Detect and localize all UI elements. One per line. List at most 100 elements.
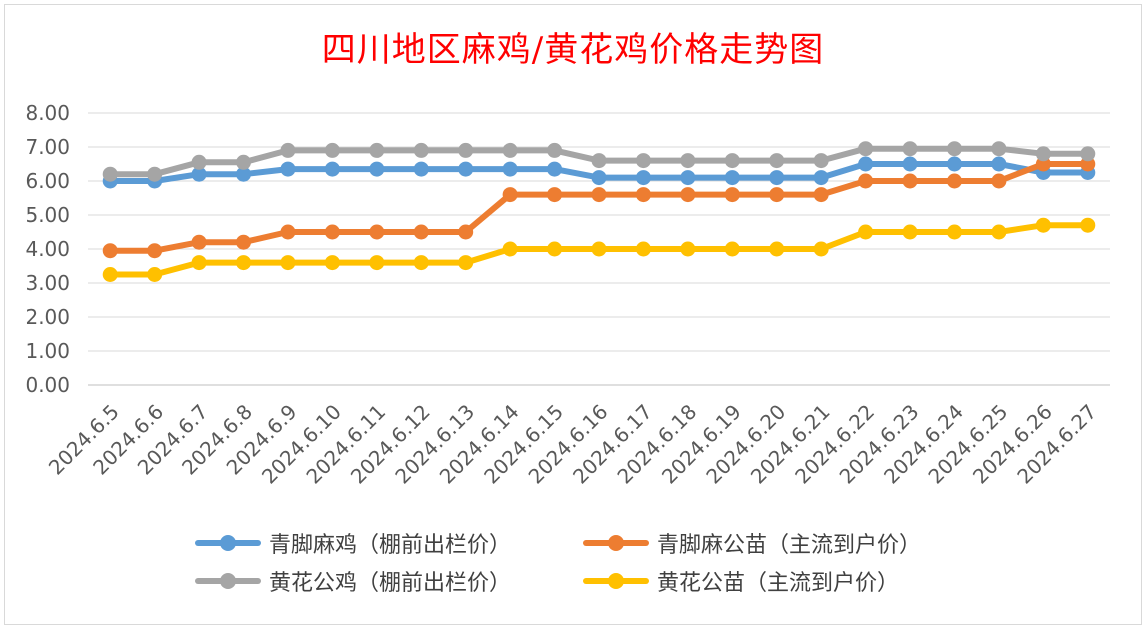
- data-point: [458, 161, 474, 177]
- data-point: [236, 154, 252, 170]
- data-point: [902, 141, 918, 157]
- data-point: [191, 255, 207, 271]
- legend-marker: [195, 533, 261, 553]
- legend-item-series-1: 青脚麻公苗（主流到户价）: [583, 528, 921, 558]
- data-point: [813, 170, 829, 186]
- data-point: [591, 241, 607, 257]
- data-point: [1080, 146, 1096, 162]
- data-point: [1080, 217, 1096, 233]
- legend-label: 青脚麻鸡（棚前出栏价）: [269, 533, 512, 558]
- data-point: [991, 173, 1007, 189]
- y-tick-label: 1.00: [25, 339, 70, 363]
- data-point: [991, 224, 1007, 240]
- data-point: [369, 161, 385, 177]
- data-point: [635, 170, 651, 186]
- data-point: [680, 241, 696, 257]
- data-point: [858, 173, 874, 189]
- data-point: [458, 255, 474, 271]
- legend-marker: [583, 533, 649, 553]
- data-point: [813, 153, 829, 169]
- data-point: [591, 187, 607, 203]
- data-point: [724, 187, 740, 203]
- y-tick-label: 8.00: [25, 101, 70, 125]
- data-point: [591, 170, 607, 186]
- data-point: [591, 153, 607, 169]
- legend-item-series-0: 青脚麻鸡（棚前出栏价）: [195, 528, 511, 558]
- data-point: [369, 224, 385, 240]
- data-point: [991, 141, 1007, 157]
- data-point: [191, 166, 207, 182]
- data-point: [813, 187, 829, 203]
- data-point: [102, 267, 118, 282]
- data-point: [1035, 146, 1051, 162]
- data-point: [236, 255, 252, 271]
- data-point: [191, 234, 207, 250]
- data-point: [769, 187, 785, 203]
- data-point: [858, 156, 874, 172]
- data-point: [858, 141, 874, 157]
- data-point: [547, 142, 563, 158]
- data-point: [369, 255, 385, 271]
- data-point: [413, 161, 429, 177]
- legend-item-series-2: 黄花公鸡（棚前出栏价）: [195, 566, 511, 596]
- data-point: [102, 166, 118, 182]
- data-point: [324, 224, 340, 240]
- data-point: [946, 141, 962, 157]
- data-point: [724, 153, 740, 169]
- data-point: [724, 241, 740, 257]
- data-point: [547, 161, 563, 177]
- data-point: [635, 153, 651, 169]
- data-point: [502, 187, 518, 203]
- data-point: [458, 142, 474, 158]
- legend-label: 黄花公鸡（棚前出栏价）: [269, 571, 512, 596]
- y-tick-label: 0.00: [25, 373, 70, 397]
- data-point: [191, 154, 207, 170]
- data-point: [280, 161, 296, 177]
- y-tick-label: 4.00: [25, 237, 70, 261]
- data-point: [236, 166, 252, 182]
- data-point: [502, 161, 518, 177]
- legend-marker: [583, 571, 649, 591]
- data-point: [147, 267, 163, 282]
- data-point: [813, 241, 829, 257]
- data-point: [547, 187, 563, 203]
- data-point: [858, 224, 874, 240]
- data-point: [324, 142, 340, 158]
- data-point: [324, 161, 340, 177]
- data-point: [280, 142, 296, 158]
- legend-label: 青脚麻公苗（主流到户价）: [657, 533, 922, 558]
- data-point: [502, 241, 518, 257]
- data-point: [324, 255, 340, 271]
- data-point: [413, 142, 429, 158]
- data-point: [413, 224, 429, 240]
- data-point: [147, 166, 163, 182]
- data-point: [280, 224, 296, 240]
- data-point: [991, 156, 1007, 172]
- chart-frame: [4, 4, 1142, 625]
- legend-marker: [195, 571, 261, 591]
- data-point: [458, 224, 474, 240]
- chart-title: 四川地区麻鸡/黄花鸡价格走势图: [321, 30, 825, 70]
- data-point: [547, 241, 563, 257]
- data-point: [280, 255, 296, 271]
- data-point: [769, 241, 785, 257]
- data-point: [680, 187, 696, 203]
- data-point: [769, 170, 785, 186]
- y-tick-label: 5.00: [25, 203, 70, 227]
- y-tick-label: 3.00: [25, 271, 70, 295]
- data-point: [1035, 217, 1051, 233]
- legend-item-series-3: 黄花公苗（主流到户价）: [583, 566, 899, 596]
- data-point: [635, 187, 651, 203]
- data-point: [236, 234, 252, 250]
- data-point: [413, 255, 429, 271]
- data-point: [902, 156, 918, 172]
- data-point: [680, 153, 696, 169]
- data-point: [946, 224, 962, 240]
- data-point: [680, 170, 696, 186]
- data-point: [946, 173, 962, 189]
- data-point: [502, 142, 518, 158]
- y-tick-label: 7.00: [25, 135, 70, 159]
- data-point: [147, 243, 163, 259]
- data-point: [369, 142, 385, 158]
